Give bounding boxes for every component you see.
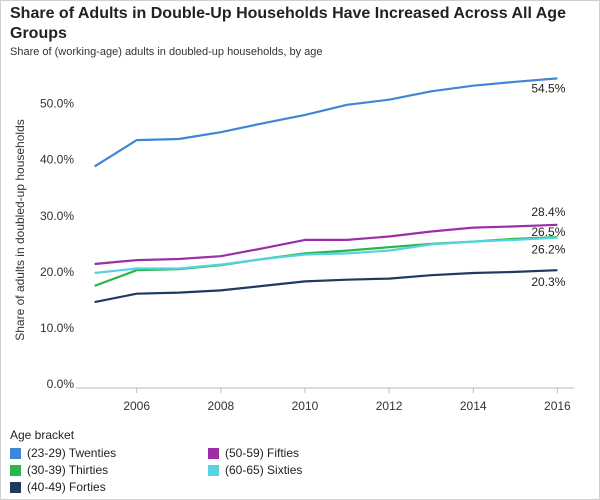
end-labels: 54.5% 26.5% 20.3% 28.4% 26.2%: [531, 81, 565, 289]
legend-swatch: [208, 464, 219, 476]
y-tick-label: 50.0%: [40, 97, 74, 111]
series-line: [94, 236, 558, 287]
y-tick-label: 20.0%: [40, 265, 74, 279]
end-value-label: 26.2%: [531, 243, 565, 257]
x-tick-label: 2008: [207, 399, 234, 413]
legend-swatch: [208, 447, 219, 459]
x-axis: 2006 2008 2010 2012 2014 2016: [123, 388, 571, 413]
x-tick-label: 2014: [460, 399, 487, 413]
line-chart: 0.0%10.0%20.0%30.0%40.0%50.0% 2006 2008 20…: [13, 77, 574, 413]
legend-item: (23-29) Twenties: [10, 446, 116, 460]
series-line: [94, 77, 558, 168]
y-tick-label: 0.0%: [47, 377, 75, 391]
legend-swatch: [10, 481, 21, 493]
legend-swatch: [10, 464, 21, 476]
y-tick-label: 40.0%: [40, 153, 74, 167]
legend: Age bracket (23-29) Twenties (50-59) Fift…: [8, 428, 598, 498]
end-value-label: 28.4%: [531, 205, 565, 219]
x-tick-label: 2010: [292, 399, 319, 413]
legend-label: (40-49) Forties: [27, 480, 106, 494]
end-value-label: 26.5%: [531, 225, 565, 239]
series-line: [94, 223, 558, 266]
end-value-label: 54.5%: [531, 81, 565, 95]
legend-item: (40-49) Forties: [10, 480, 106, 494]
y-tick-label: 10.0%: [40, 321, 74, 335]
end-value-label: 20.3%: [531, 275, 565, 289]
y-axis: 0.0% 10.0% 20.0% 30.0% 40.0% 50.0%: [40, 97, 74, 391]
legend-item: (60-65) Sixties: [208, 463, 302, 477]
y-tick-label: 30.0%: [40, 209, 74, 223]
legend-item: (30-39) Thirties: [10, 463, 108, 477]
x-tick-label: 2012: [376, 399, 403, 413]
y-axis-label: Share of adults in doubled-up households: [13, 119, 27, 341]
chart-subtitle: Share of (working-age) adults in doubled…: [10, 46, 323, 58]
legend-swatch: [10, 447, 21, 459]
legend-label: (60-65) Sixties: [225, 463, 303, 477]
series-line: [94, 269, 558, 304]
legend-label: (23-29) Twenties: [27, 446, 117, 460]
legend-item: (50-59) Fifties: [208, 446, 299, 460]
series-line: [94, 236, 558, 275]
x-tick-label: 2006: [123, 399, 150, 413]
x-tick-label: 2016: [544, 399, 571, 413]
legend-title: Age bracket: [10, 428, 75, 442]
chart-title: Share of Adults in Double-Up Households …: [10, 5, 566, 42]
legend-label: (50-59) Fifties: [225, 446, 300, 460]
legend-label: (30-39) Thirties: [27, 463, 109, 477]
series-lines: [94, 77, 558, 304]
